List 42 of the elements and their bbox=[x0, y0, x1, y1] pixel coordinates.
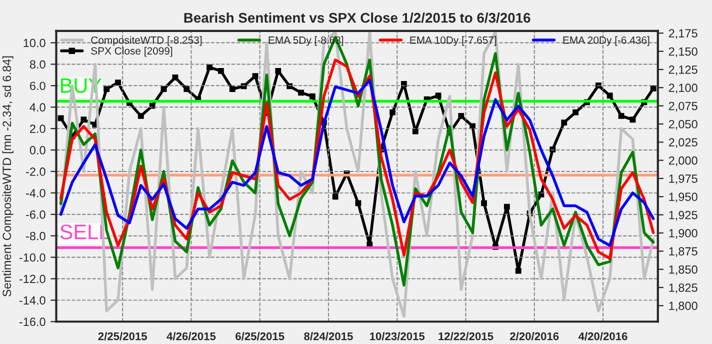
y2-tick-label: 1,975 bbox=[669, 174, 698, 184]
y2-tick-label: 2,150 bbox=[668, 47, 698, 58]
y-tick-label: -2.0 bbox=[26, 168, 46, 176]
x-tick-label: 2/20/2016 bbox=[510, 332, 559, 340]
y-tick-label: 4.0 bbox=[30, 103, 46, 112]
y-tick-label: 0.0 bbox=[30, 146, 46, 154]
y-tick-label: -16.0 bbox=[19, 318, 46, 326]
y2-tick-label: 1,800 bbox=[669, 302, 698, 312]
x-tick-label: 4/26/2015 bbox=[166, 332, 216, 340]
y-axis-title: Sentiment CompositeWTD [mn -2.34, sd 6.84] bbox=[2, 56, 14, 296]
y2-tick-label: 1,950 bbox=[669, 192, 698, 202]
y-tick-label: 10.0 bbox=[24, 38, 46, 48]
legend-label: SPX Close [2099] bbox=[91, 46, 172, 57]
y2-tick-label: 1,925 bbox=[669, 210, 698, 221]
y-tick-label: -8.0 bbox=[26, 232, 46, 240]
y2-tick-label: 1,850 bbox=[669, 265, 698, 276]
y2-tick-label: 1,900 bbox=[669, 229, 698, 239]
x-tick-label: 6/25/2015 bbox=[236, 332, 284, 340]
y2-tick-label: 2,175 bbox=[668, 29, 698, 39]
y-tick-label: 6.0 bbox=[30, 82, 46, 90]
y-tick-label: -12.0 bbox=[19, 274, 46, 284]
y-tick-label: -6.0 bbox=[26, 210, 46, 219]
y-tick-label: 2.0 bbox=[30, 124, 46, 133]
x-tick-label: 12/22/2015 bbox=[438, 332, 494, 340]
y2-tick-label: 2,000 bbox=[668, 156, 698, 166]
y2-tick-label: 2,050 bbox=[668, 120, 698, 130]
y-tick-label: -14.0 bbox=[19, 296, 46, 305]
x-tick-label: 2/25/2015 bbox=[98, 332, 147, 340]
y-tick-label: -4.0 bbox=[26, 188, 46, 198]
y2-tick-label: 2,025 bbox=[668, 138, 698, 148]
y2-tick-label: 2,100 bbox=[668, 84, 698, 94]
y2-tick-label: 1,875 bbox=[669, 247, 698, 257]
y2-tick-label: 2,125 bbox=[668, 66, 698, 76]
y2-tick-label: 1,825 bbox=[669, 284, 698, 294]
chart-title: Bearish Sentiment vs SPX Close 1/2/2015 to 6/3/2016 bbox=[184, 12, 530, 23]
y2-tick-label: 2,075 bbox=[668, 102, 698, 112]
x-tick-label: 10/23/2015 bbox=[370, 332, 425, 340]
x-tick-label: 8/24/2015 bbox=[304, 332, 353, 340]
y-tick-label: 8.0 bbox=[30, 60, 46, 69]
y-tick-label: -10.0 bbox=[19, 253, 46, 262]
x-tick-label: 4/20/2016 bbox=[578, 332, 628, 340]
legend-label: EMA 10Dy [-7.657] bbox=[410, 36, 496, 46]
